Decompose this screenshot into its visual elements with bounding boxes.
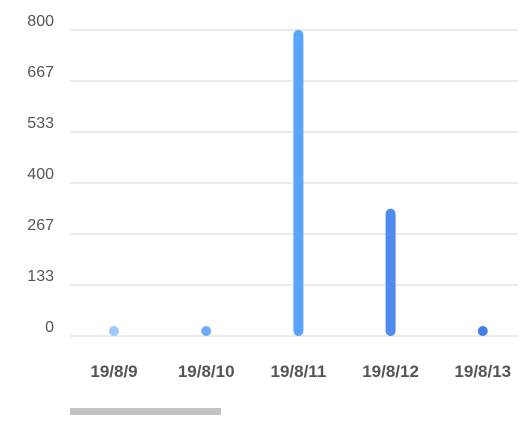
x-tick-label: 19/8/13 [454,362,511,381]
y-tick-label: 0 [45,319,54,336]
y-tick-label: 667 [27,64,54,81]
y-tick-label: 133 [27,268,54,285]
y-tick-label: 533 [27,115,54,132]
bar-19-8-9[interactable] [109,326,119,336]
x-tick-label: 19/8/10 [178,362,235,381]
bar-19-8-11[interactable] [293,30,304,336]
y-tick-label: 400 [27,166,54,183]
x-tick-label: 19/8/12 [362,362,419,381]
y-axis-ticks: 0 133 267 400 533 667 800 [27,13,54,336]
horizontal-scrollbar-thumb[interactable] [70,408,221,415]
x-axis-ticks: 19/8/9 19/8/10 19/8/11 19/8/12 19/8/13 [90,362,511,381]
x-tick-label: 19/8/9 [90,362,137,381]
bars [109,30,488,336]
bar-19-8-10[interactable] [201,326,212,336]
y-tick-label: 267 [27,217,54,234]
bar-19-8-13[interactable] [477,326,488,336]
y-tick-label: 800 [27,13,54,30]
bar-19-8-12[interactable] [385,208,396,336]
x-tick-label: 19/8/11 [271,362,327,381]
